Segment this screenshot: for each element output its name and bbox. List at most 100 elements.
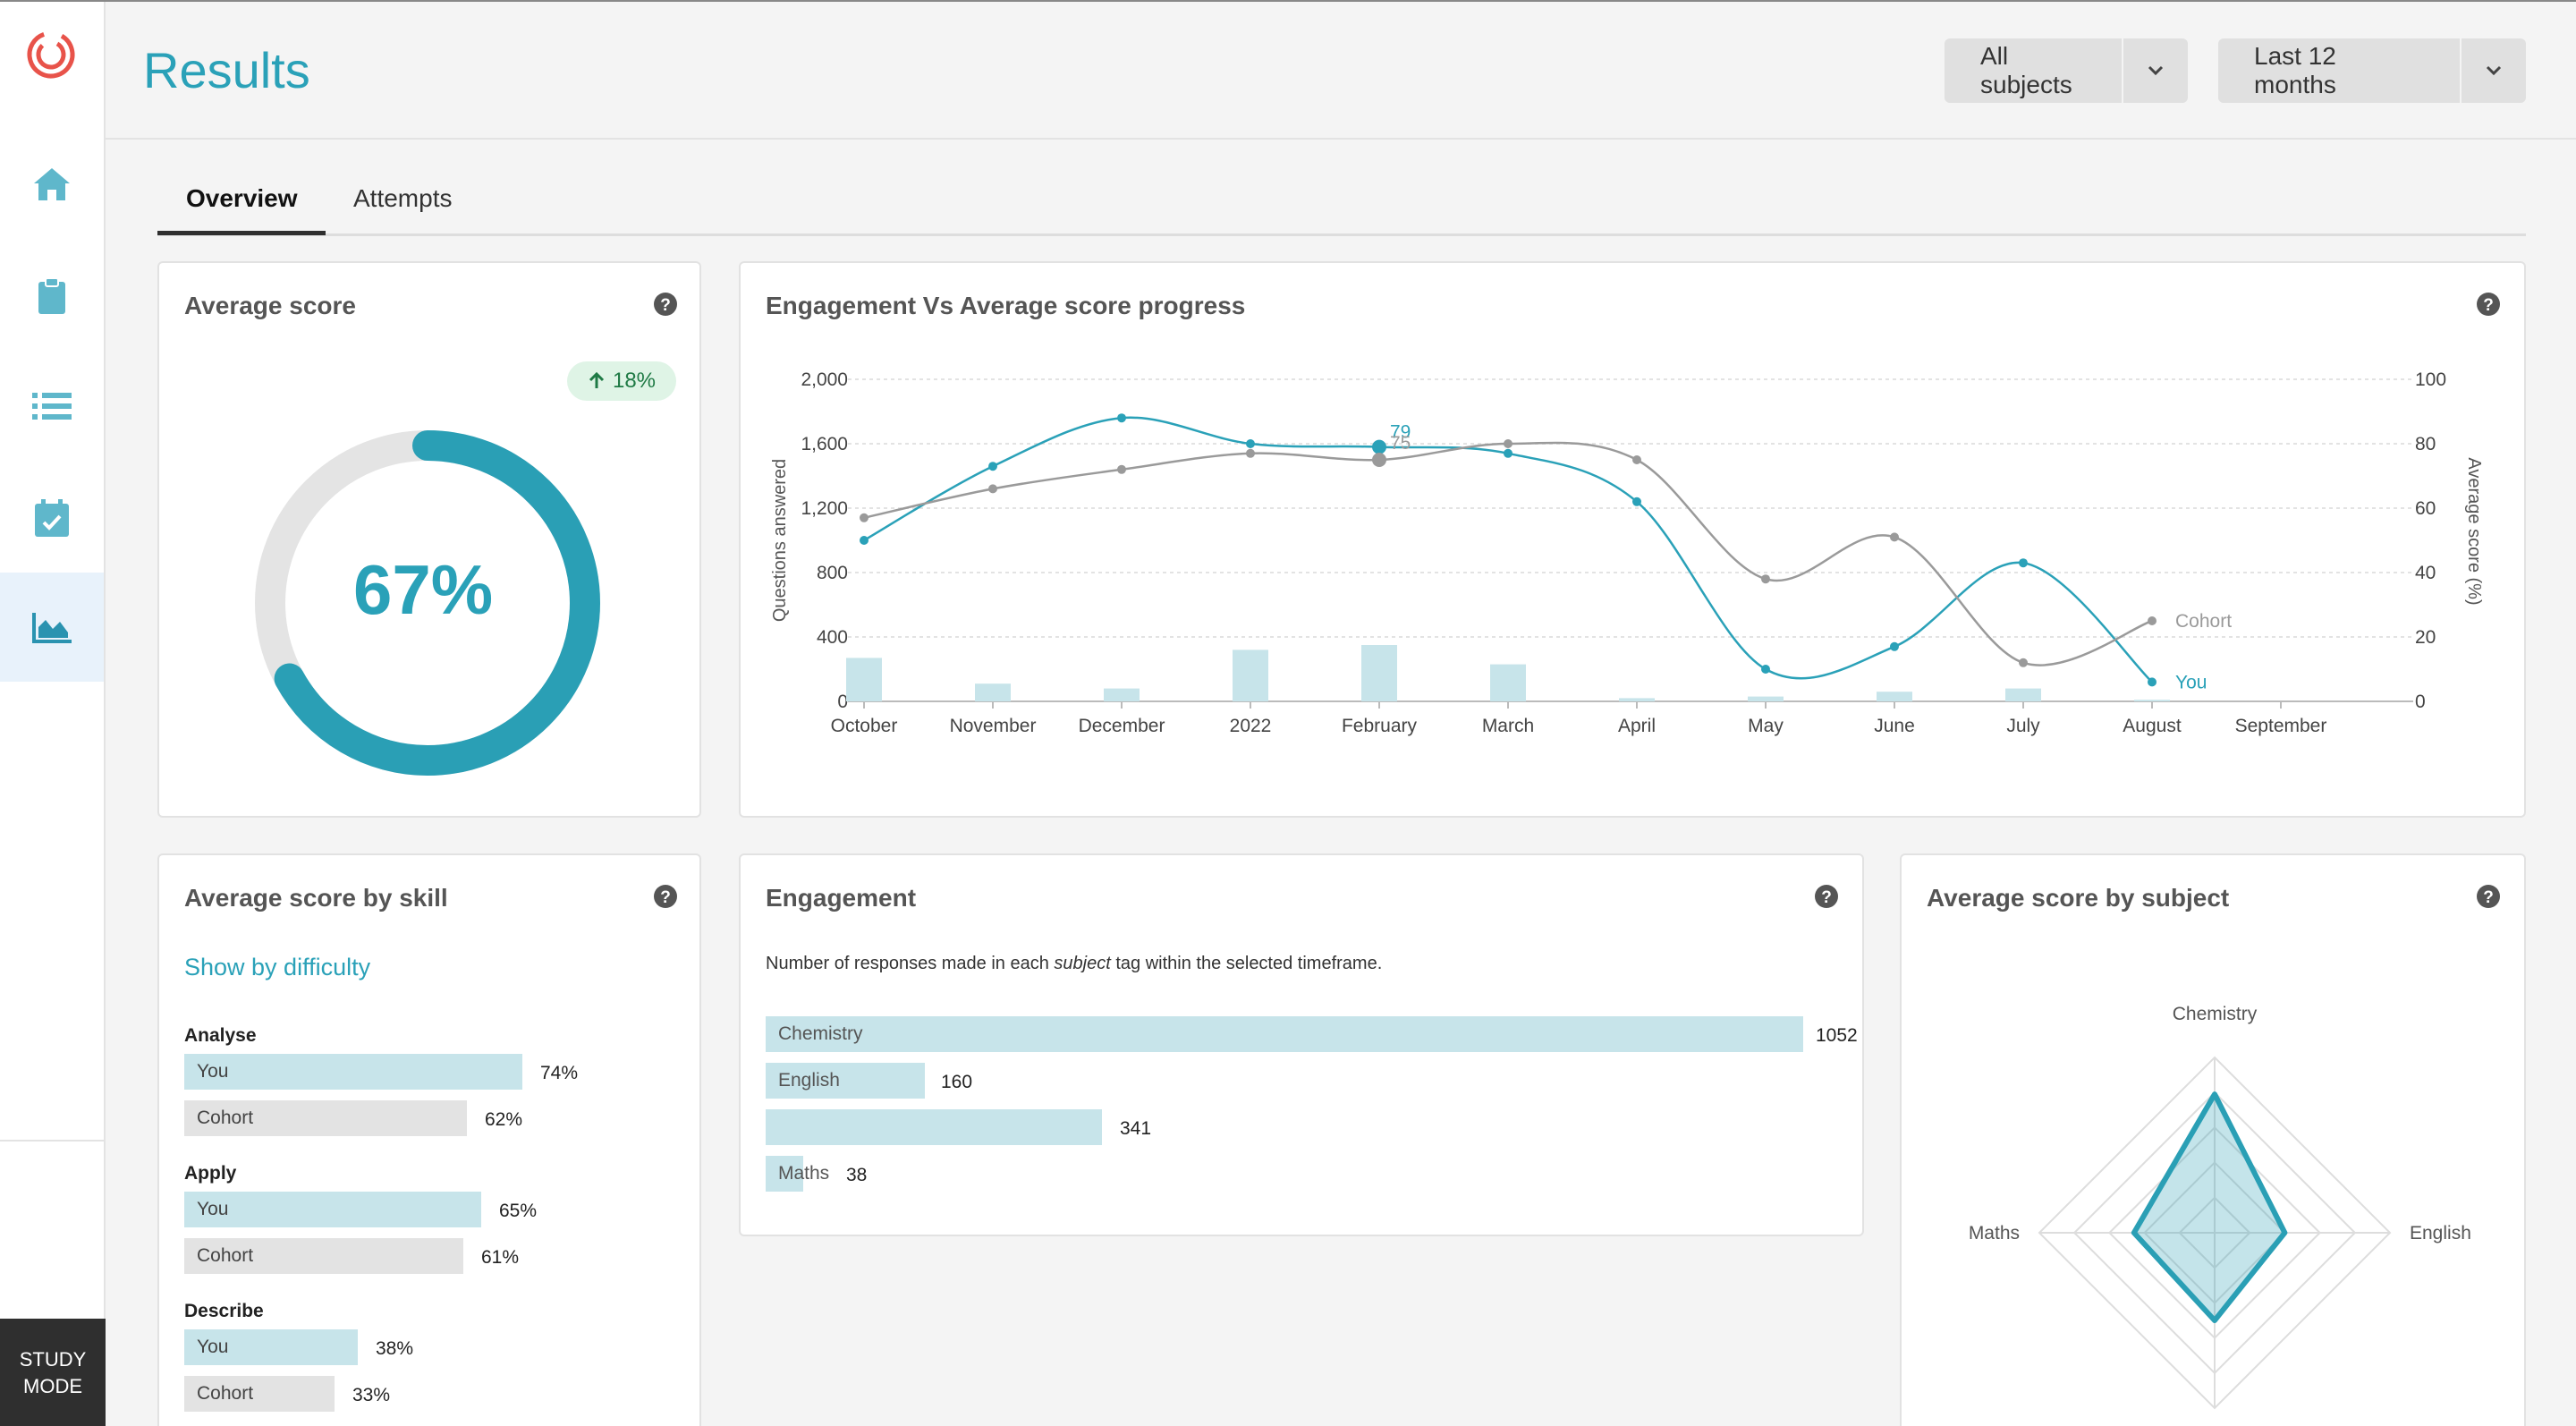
- highlight-point-you: [1372, 439, 1386, 454]
- skill-bar-label: You: [197, 1337, 229, 1357]
- card-title: Engagement: [766, 884, 917, 912]
- series-point-you: [1890, 641, 1899, 651]
- svg-text:?: ?: [660, 296, 671, 315]
- engagement-bar-label: Maths: [778, 1163, 830, 1184]
- y2-axis-title: Average score (%): [2464, 457, 2484, 605]
- chart-area-icon: [32, 613, 72, 643]
- svg-text:?: ?: [2483, 888, 2494, 907]
- engagement-bar: [2134, 700, 2170, 701]
- skill-name: Analyse: [184, 1025, 257, 1046]
- donut-progress: [255, 430, 600, 776]
- skill-pct-you: 38%: [376, 1338, 414, 1359]
- series-point-cohort: [2148, 616, 2157, 625]
- y2-tick-label: 60: [2415, 498, 2436, 519]
- skill-bar-you: You: [184, 1329, 358, 1365]
- sidebar-item-lists[interactable]: [0, 352, 104, 461]
- help-icon[interactable]: ?: [2476, 884, 2501, 909]
- help-icon[interactable]: ?: [2476, 292, 2501, 317]
- engagement-description: Number of responses made in each subject…: [766, 954, 1382, 974]
- study-mode-line2: MODE: [23, 1375, 82, 1397]
- engagement-bar: [2005, 688, 2041, 701]
- skill-pct-cohort: 61%: [481, 1247, 520, 1268]
- skill-pct-cohort: 33%: [352, 1385, 391, 1405]
- card-title: Average score: [184, 292, 356, 319]
- engagement-progress-card: Engagement Vs Average score progress ? 0…: [739, 261, 2526, 818]
- series-point-cohort: [860, 513, 869, 522]
- y-tick-label: 1,600: [801, 434, 848, 454]
- series-point-cohort: [2019, 658, 2028, 667]
- sidebar-item-assignments[interactable]: [0, 242, 104, 351]
- help-icon[interactable]: ?: [653, 292, 678, 317]
- subject-filter-dropdown[interactable]: All subjects: [1945, 38, 2188, 103]
- engagement-description-emphasis: subject: [1054, 954, 1111, 973]
- list-icon: [32, 393, 72, 420]
- chevron-down-icon: [2462, 38, 2526, 103]
- highlight-label-cohort: 75: [1390, 433, 1411, 454]
- engagement-bar: [766, 1109, 1102, 1145]
- card-title: Average score by skill: [184, 884, 448, 912]
- help-icon[interactable]: ?: [1814, 884, 1839, 909]
- arrow-up-icon: [589, 372, 605, 388]
- y-axis-title: Questions answered: [770, 459, 790, 622]
- x-tick-label: June: [1874, 716, 1915, 736]
- calendar-check-icon: [35, 499, 69, 537]
- y2-tick-label: 100: [2415, 369, 2446, 390]
- svg-text:?: ?: [2483, 296, 2494, 315]
- x-tick-label: October: [831, 716, 898, 736]
- x-tick-label: July: [2006, 716, 2040, 736]
- engagement-bar: Chemistry: [766, 1016, 1803, 1052]
- x-tick-label: December: [1079, 716, 1165, 736]
- page-title: Results: [143, 42, 310, 98]
- highlight-label-you: 79: [1390, 422, 1411, 443]
- time-filter-value: Last 12 months: [2218, 38, 2462, 103]
- skill-pct-you: 65%: [499, 1201, 538, 1221]
- skill-bar-you: You: [184, 1054, 522, 1090]
- x-tick-label: August: [2123, 716, 2182, 736]
- engagement-bar: [1490, 664, 1526, 701]
- tab-attempts[interactable]: Attempts: [353, 184, 453, 212]
- time-filter-dropdown[interactable]: Last 12 months: [2218, 38, 2526, 103]
- y2-tick-label: 40: [2415, 563, 2436, 583]
- app-logo-icon[interactable]: [25, 29, 77, 81]
- results-tabs: Overview Attempts: [157, 170, 2526, 236]
- show-by-difficulty-link[interactable]: Show by difficulty: [184, 954, 371, 980]
- skill-pct-cohort: 62%: [485, 1109, 523, 1130]
- skill-bar-label: You: [197, 1199, 229, 1219]
- engagement-card: Engagement ? Number of responses made in…: [739, 853, 1864, 1236]
- x-tick-label: November: [950, 716, 1037, 736]
- skill-pct-you: 74%: [540, 1063, 579, 1083]
- skill-card: Average score by skill ? Show by difficu…: [157, 853, 701, 1426]
- skill-bar-cohort: Cohort: [184, 1238, 463, 1274]
- engagement-bar: English: [766, 1063, 925, 1099]
- y-tick-label: 1,200: [801, 498, 848, 519]
- skill-bar-label: You: [197, 1061, 229, 1082]
- svg-text:?: ?: [1821, 888, 1832, 907]
- skill-bar-you: You: [184, 1192, 481, 1227]
- help-icon[interactable]: ?: [653, 884, 678, 909]
- subject-card: Average score by subject ? Chemistry Engl…: [1900, 853, 2526, 1426]
- skill-name: Describe: [184, 1301, 264, 1321]
- radar-score-shape: [2131, 1091, 2288, 1323]
- skill-group-describe: Describe You 38% Cohort 33%: [184, 1295, 413, 1421]
- progress-chart: 0 400 800 1,200 1,600 2,000 0 20 40 60 80 100 Questi…: [770, 369, 2484, 736]
- engagement-bar: [1361, 645, 1397, 701]
- trend-value: 18%: [612, 369, 657, 393]
- sidebar-item-home[interactable]: [0, 130, 104, 239]
- series-point-you: [1117, 413, 1126, 423]
- clipboard-icon: [38, 277, 65, 314]
- sidebar-item-calendar[interactable]: [0, 463, 104, 573]
- study-mode-line1: STUDY: [19, 1348, 87, 1371]
- series-point-you: [1246, 439, 1255, 448]
- engagement-bar: [975, 683, 1011, 701]
- x-tick-label: 2022: [1230, 716, 1272, 736]
- series-point-cohort: [1890, 532, 1899, 542]
- skill-bar-cohort: Cohort: [184, 1376, 335, 1412]
- skill-name: Apply: [184, 1163, 237, 1184]
- average-score-value: 67%: [352, 550, 494, 629]
- sidebar-item-results[interactable]: [0, 573, 104, 682]
- study-mode-button[interactable]: STUDY MODE: [0, 1319, 106, 1426]
- y2-tick-label: 80: [2415, 434, 2436, 454]
- x-tick-label: March: [1482, 716, 1534, 736]
- tab-overview[interactable]: Overview: [186, 184, 298, 212]
- series-point-cohort: [988, 484, 997, 494]
